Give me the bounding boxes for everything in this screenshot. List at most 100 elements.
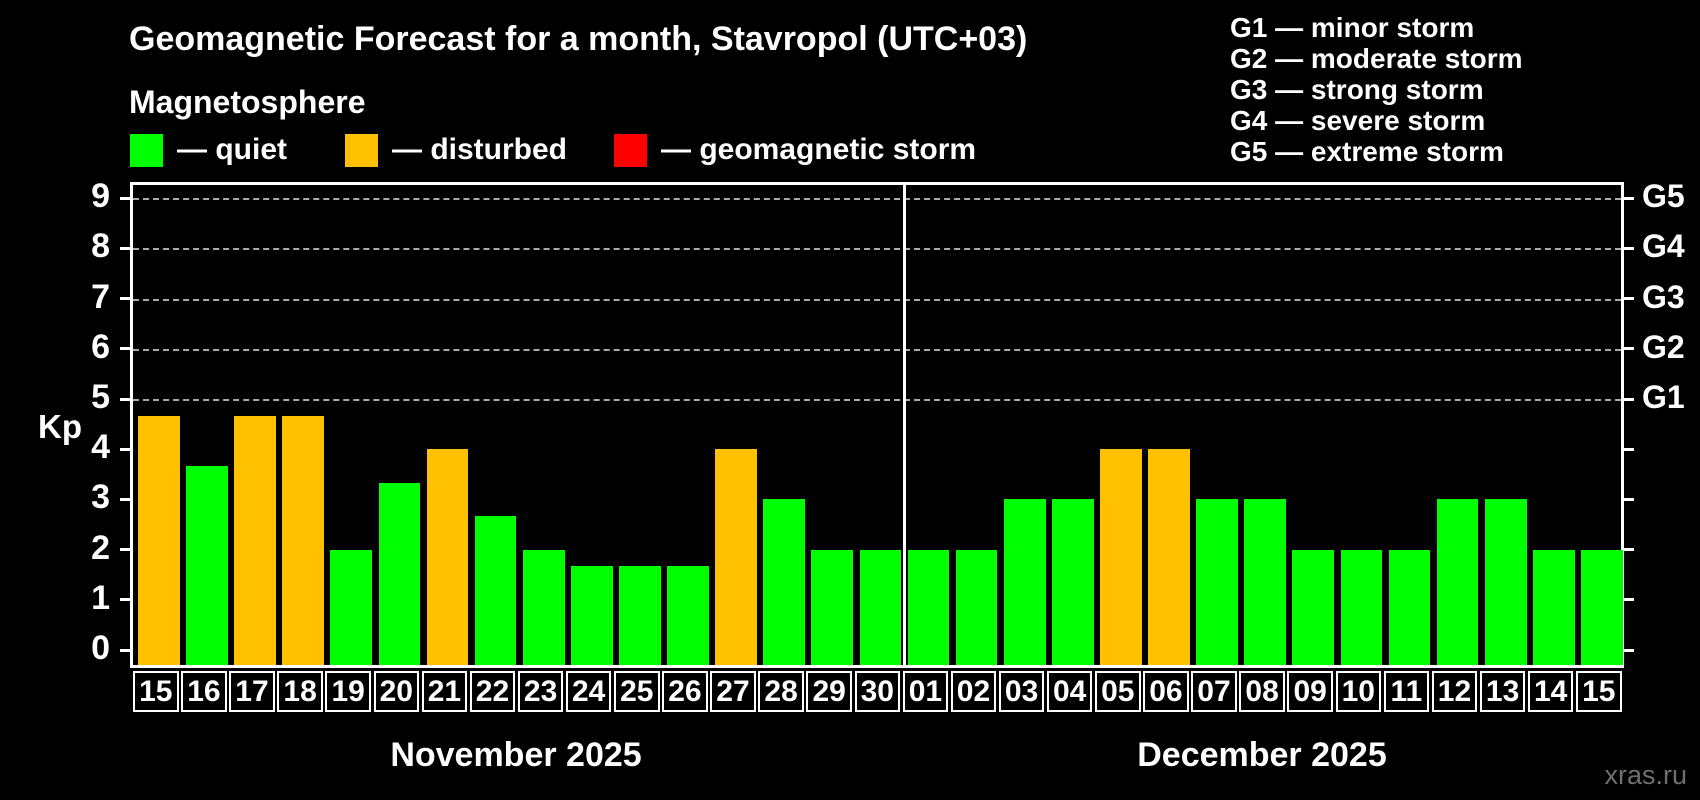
- legend-label-quiet: — quiet: [177, 133, 287, 166]
- kp-bar-24: [1292, 549, 1335, 665]
- day-label-0: 15: [133, 671, 179, 712]
- legend-item-quiet: — quiet: [130, 133, 287, 167]
- g-scale-line-g3: G3 — strong storm: [1230, 74, 1484, 105]
- kp-bar-30: [1581, 549, 1623, 665]
- day-label-16: 01: [902, 671, 949, 712]
- kp-bar-4: [330, 549, 373, 665]
- day-label-24: 09: [1287, 671, 1333, 712]
- kp-bar-15: [859, 549, 902, 665]
- kp-bar-7: [474, 515, 517, 665]
- g-scale-line-g4: G4 — severe storm: [1230, 105, 1486, 136]
- gridline-kp8: [133, 248, 1621, 251]
- day-label-19: 04: [1046, 671, 1093, 712]
- kp-bar-9: [570, 566, 613, 665]
- y-tick-left-0: [120, 648, 130, 652]
- y-tick-left-8: [120, 246, 130, 250]
- day-label-20: 05: [1095, 671, 1141, 712]
- kp-bar-12: [715, 449, 757, 665]
- kp-bar-23: [1244, 499, 1287, 665]
- day-label-2: 17: [229, 671, 275, 712]
- day-label-29: 14: [1527, 671, 1574, 712]
- y-tick-label-6: 6: [91, 327, 110, 366]
- y-tick-label-9: 9: [91, 177, 110, 216]
- day-label-4: 19: [325, 671, 371, 712]
- day-label-14: 29: [806, 671, 852, 712]
- y-tick-left-4: [120, 447, 130, 451]
- day-label-22: 07: [1191, 671, 1237, 712]
- day-label-15: 30: [854, 671, 901, 712]
- plot-area: [130, 182, 1624, 668]
- kp-bar-3: [282, 415, 325, 665]
- y-tick-right-7: [1624, 297, 1634, 301]
- day-label-6: 21: [421, 671, 468, 712]
- day-label-7: 22: [469, 671, 516, 712]
- day-label-9: 24: [565, 671, 612, 712]
- kp-bar-21: [1148, 449, 1190, 665]
- y-tick-right-6: [1624, 347, 1634, 351]
- kp-bar-14: [811, 549, 854, 665]
- y-tick-right-0: [1624, 648, 1634, 652]
- kp-bar-8: [522, 549, 565, 665]
- kp-bar-13: [763, 499, 806, 665]
- right-axis-label-g3: G3: [1642, 278, 1685, 315]
- right-axis-label-g4: G4: [1642, 228, 1685, 265]
- kp-bar-25: [1340, 549, 1383, 665]
- day-label-28: 13: [1479, 671, 1526, 712]
- month-separator-line: [902, 185, 906, 665]
- day-label-13: 28: [758, 671, 804, 712]
- kp-bar-11: [667, 566, 709, 665]
- y-tick-left-9: [120, 196, 130, 200]
- legend-label-disturbed: — disturbed: [392, 133, 568, 166]
- kp-bar-17: [955, 549, 998, 665]
- y-tick-right-9: [1624, 196, 1634, 200]
- kp-bar-22: [1196, 499, 1238, 665]
- y-tick-left-3: [120, 497, 130, 501]
- g-scale-legend: G1 — minor storm G2 — moderate storm G3 …: [1230, 12, 1523, 167]
- kp-bar-6: [426, 449, 469, 665]
- kp-bar-0: [138, 415, 180, 665]
- day-label-5: 20: [373, 671, 420, 712]
- y-tick-label-4: 4: [91, 428, 110, 467]
- y-tick-left-7: [120, 297, 130, 301]
- y-tick-left-2: [120, 548, 130, 552]
- kp-bar-1: [186, 465, 228, 665]
- kp-bar-20: [1100, 449, 1142, 665]
- day-label-25: 10: [1335, 671, 1382, 712]
- kp-bar-28: [1484, 499, 1527, 665]
- day-label-11: 26: [662, 671, 708, 712]
- y-tick-right-3: [1624, 497, 1634, 501]
- legend-label-storm: — geomagnetic storm: [661, 133, 977, 166]
- day-label-10: 25: [614, 671, 660, 712]
- y-tick-right-4: [1624, 447, 1634, 451]
- y-tick-right-8: [1624, 246, 1634, 250]
- y-tick-left-1: [120, 598, 130, 602]
- day-label-23: 08: [1239, 671, 1285, 712]
- y-tick-right-5: [1624, 397, 1634, 401]
- kp-bar-16: [907, 549, 950, 665]
- right-axis-label-g5: G5: [1642, 178, 1685, 215]
- legend-item-storm: — geomagnetic storm: [614, 133, 976, 167]
- y-tick-label-3: 3: [91, 478, 110, 517]
- gridline-kp6: [133, 348, 1621, 351]
- kp-bar-2: [234, 415, 276, 665]
- quiet-color-swatch: [130, 133, 163, 167]
- y-tick-left-5: [120, 397, 130, 401]
- disturbed-color-swatch: [345, 133, 378, 167]
- kp-bar-19: [1051, 499, 1094, 665]
- kp-bar-26: [1388, 549, 1431, 665]
- gridline-kp9: [133, 198, 1621, 201]
- day-label-27: 12: [1431, 671, 1478, 712]
- y-axis-title: Kp: [38, 408, 82, 445]
- day-label-1: 16: [181, 671, 227, 712]
- day-label-18: 03: [998, 671, 1045, 712]
- day-label-3: 18: [277, 671, 323, 712]
- day-label-12: 27: [710, 671, 756, 712]
- day-label-30: 15: [1576, 671, 1622, 712]
- y-tick-label-5: 5: [91, 378, 110, 416]
- watermark: xras.ru: [1604, 760, 1687, 790]
- day-label-8: 23: [517, 671, 564, 712]
- right-axis-label-g2: G2: [1642, 328, 1685, 365]
- chart-subtitle: Magnetosphere: [129, 84, 366, 120]
- kp-bar-10: [619, 566, 661, 665]
